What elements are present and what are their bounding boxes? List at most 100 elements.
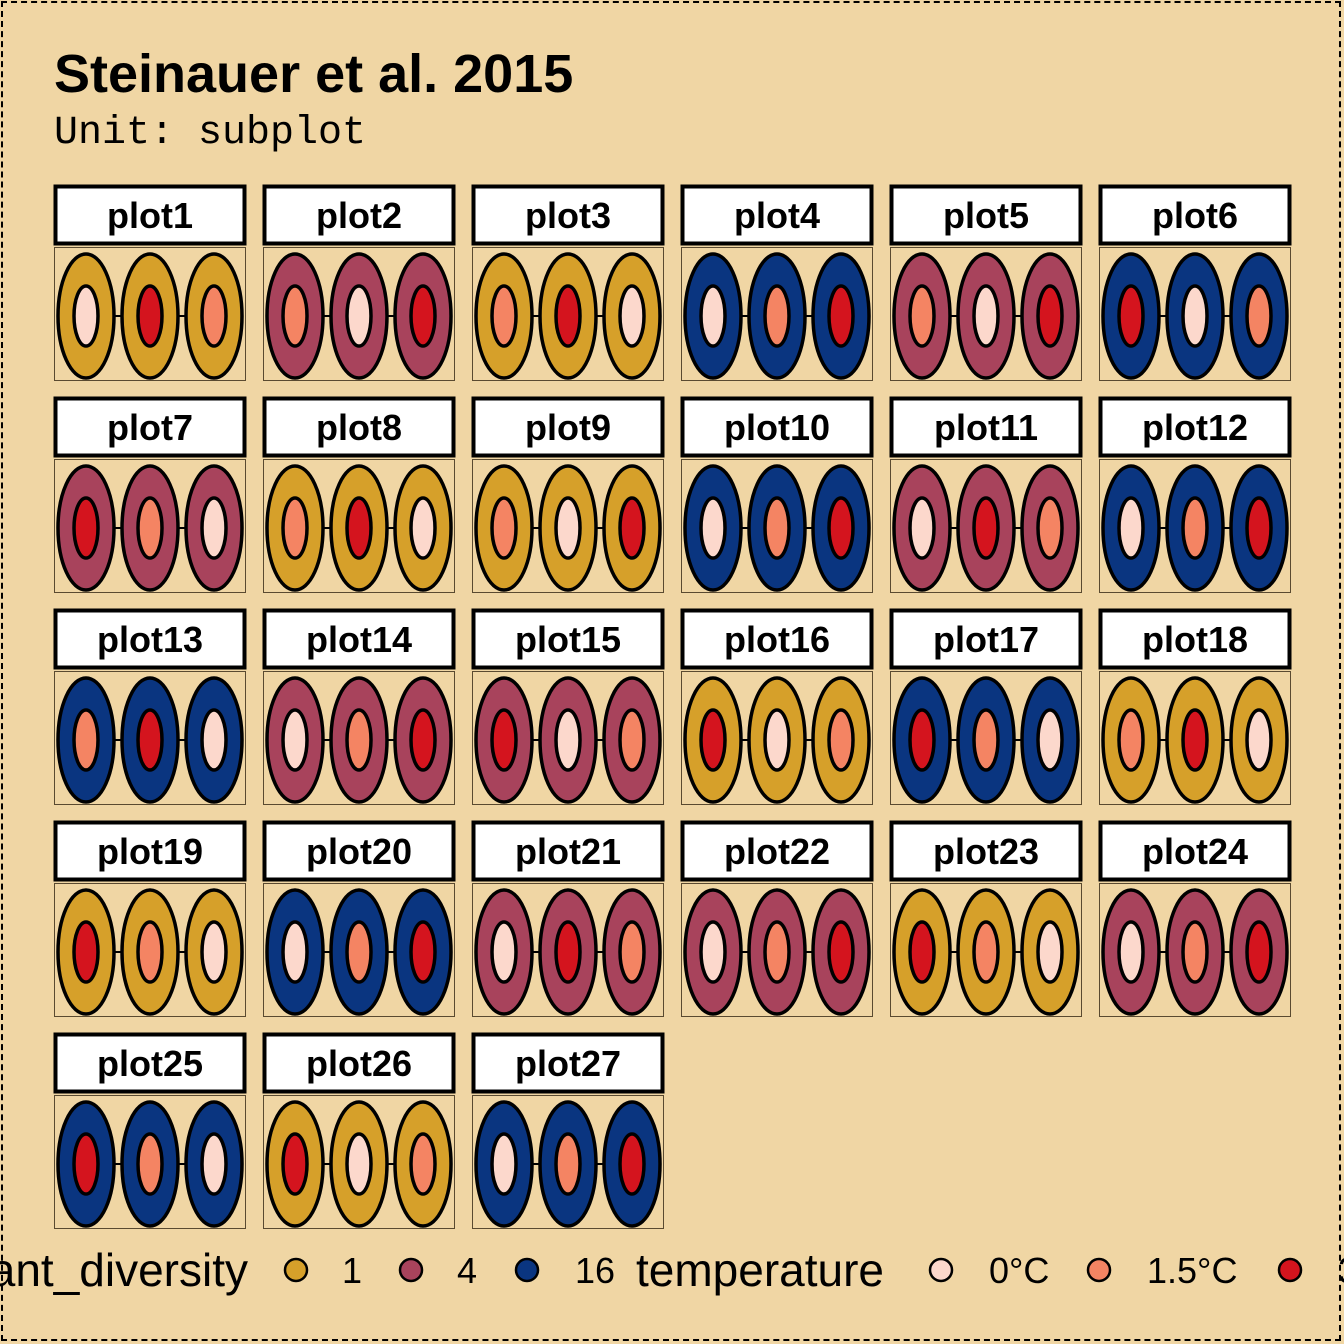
subplot-inner-mark [72,496,100,560]
subplot-inner-mark [1245,496,1273,560]
legend-key-swatch [398,1257,424,1283]
subplot-inner-mark [554,1132,582,1196]
facet-plot5: plot5 [889,184,1083,381]
subplot-inner-mark [908,284,936,348]
facet-panel [1099,671,1291,805]
facet-panel [472,1095,664,1229]
subplot-inner-mark [345,920,373,984]
facet-panel [890,459,1082,593]
subplot-inner-mark [136,1132,164,1196]
subplot-inner-mark [1245,920,1273,984]
legend-key-label: 0°C [989,1250,1049,1291]
subplot-inner-mark [1181,708,1209,772]
facet-strip [53,396,247,458]
subplot-inner-mark [1181,496,1209,560]
subplot-inner-mark [618,1132,646,1196]
facet-label: plot27 [515,1043,621,1084]
legend: plant_diversity 1 4 16 temperature 0°C 1.5°C 3°… [0,1244,1344,1296]
facet-plot22: plot22 [680,820,874,1017]
facet-panel [54,883,246,1017]
subplot-inner-mark [554,284,582,348]
subplot-inner-mark [281,708,309,772]
facet-panel [472,459,664,593]
subplot-inner-mark [200,496,228,560]
subplot-inner-mark [136,708,164,772]
subplot-inner-mark [281,496,309,560]
facet-label: plot24 [1142,831,1248,872]
facet-plot8: plot8 [262,396,456,593]
subplot-inner-mark [345,1132,373,1196]
subplot-inner-mark [972,708,1000,772]
facet-label: plot12 [1142,407,1248,448]
facet-strip [889,184,1083,246]
facet-plot17: plot17 [889,608,1083,805]
facet-strip [471,608,665,670]
facet-panel [472,247,664,381]
facet-panel [472,671,664,805]
subplot-inner-mark [490,1132,518,1196]
facet-plot25: plot25 [53,1032,247,1229]
facet-label: plot11 [934,407,1038,448]
subplot-inner-mark [1036,708,1064,772]
subplot-inner-mark [409,284,437,348]
subplot-inner-mark [827,708,855,772]
subplot-inner-mark [490,284,518,348]
subplot-inner-mark [200,920,228,984]
facet-strip [262,608,456,670]
facet-strip [680,820,874,882]
subplot-inner-mark [409,920,437,984]
facet-plot7: plot7 [53,396,247,593]
subplot-inner-mark [200,1132,228,1196]
facet-strip [471,820,665,882]
facet-panel [681,247,873,381]
facet-panel [890,247,1082,381]
facet-plot2: plot2 [262,184,456,381]
subplot-inner-mark [763,496,791,560]
facet-strip [680,608,874,670]
subplot-inner-mark [490,496,518,560]
chart-title: Steinauer et al. 2015 [54,44,574,104]
facet-plot18: plot18 [1098,608,1292,805]
facet-plot10: plot10 [680,396,874,593]
facet-strip [889,820,1083,882]
subplot-inner-mark [1181,284,1209,348]
facet-strip [262,184,456,246]
subplot-inner-mark [72,920,100,984]
facet-strip [680,396,874,458]
facet-plot26: plot26 [262,1032,456,1229]
subplot-inner-mark [72,1132,100,1196]
subplot-inner-mark [618,496,646,560]
facet-label: plot4 [734,195,820,236]
subplot-inner-mark [72,708,100,772]
facet-panel [890,671,1082,805]
facet-strip [53,820,247,882]
legend-key-swatch [928,1257,954,1283]
facet-label: plot5 [943,195,1029,236]
subplot-inner-mark [1036,284,1064,348]
facet-label: plot1 [107,195,193,236]
facet-panel [681,883,873,1017]
facet-plot16: plot16 [680,608,874,805]
facet-strip [680,184,874,246]
subplot-inner-mark [1117,708,1145,772]
subplot-inner-mark [409,1132,437,1196]
facet-strip [1098,184,1292,246]
facet-label: plot26 [306,1043,412,1084]
subplot-inner-mark [1117,284,1145,348]
facet-strip [1098,820,1292,882]
facet-label: plot2 [316,195,402,236]
subplot-inner-mark [1117,920,1145,984]
subplot-inner-mark [972,920,1000,984]
subplot-inner-mark [908,708,936,772]
facet-plot3: plot3 [471,184,665,381]
subplot-inner-mark [972,496,1000,560]
facet-panel [890,883,1082,1017]
facet-panel [54,671,246,805]
subplot-inner-mark [908,496,936,560]
legend-key-swatch [514,1257,540,1283]
facet-label: plot15 [515,619,621,660]
subplot-inner-mark [345,708,373,772]
facet-strip [262,1032,456,1094]
legend-key-label: 16 [575,1250,615,1291]
subplot-inner-mark [1036,496,1064,560]
